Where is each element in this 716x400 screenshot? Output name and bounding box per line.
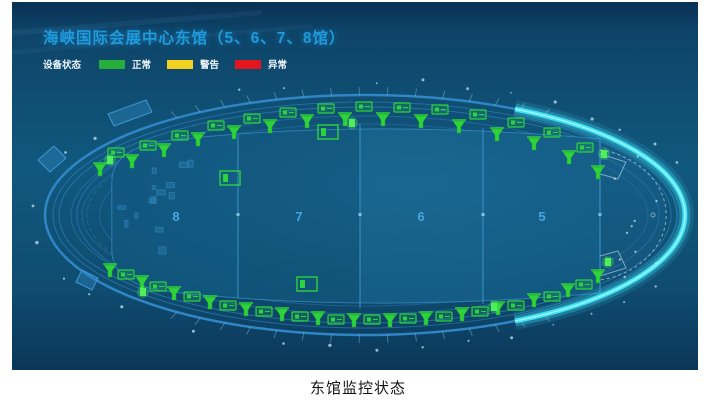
device-marker-normal — [157, 143, 171, 158]
arena-floorplan: 8 7 6 5 — [12, 10, 694, 352]
device-marker-normal — [291, 311, 309, 322]
device-marker-normal — [488, 301, 500, 313]
device-marker-normal — [414, 114, 428, 129]
cyan-border-arc — [513, 100, 694, 330]
device-marker-normal — [255, 306, 273, 317]
device-marker-normal — [167, 286, 181, 301]
device-marker-normal — [355, 101, 373, 112]
device-marker-normal — [469, 109, 487, 120]
device-marker-normal — [347, 313, 361, 328]
device-markers — [93, 101, 614, 328]
hall-region-6 — [360, 128, 483, 304]
normal-status-swatch — [99, 59, 126, 69]
hall-regions — [112, 128, 600, 304]
device-marker-normal — [562, 150, 576, 165]
legend-item-warning: 警告 — [167, 57, 219, 71]
status-legend: 设备状态 正常 警告 异常 — [43, 57, 303, 71]
device-marker-normal — [393, 102, 411, 113]
device-marker-normal — [107, 147, 125, 158]
device-marker-normal — [183, 291, 201, 302]
device-marker-normal — [435, 311, 453, 322]
device-marker-normal — [203, 295, 217, 310]
entrance-tab-left — [37, 145, 67, 173]
device-marker-normal — [117, 269, 135, 280]
divider-nodes — [236, 213, 602, 216]
right-cap-details — [599, 149, 667, 281]
device-marker-normal — [376, 112, 390, 127]
device-marker-normal — [296, 276, 318, 292]
hall-label-8: 8 — [172, 209, 179, 224]
bg-streak — [12, 10, 262, 36]
device-marker-normal — [317, 124, 339, 140]
device-marker-normal — [139, 140, 157, 151]
device-marker-normal — [103, 263, 117, 278]
device-marker-normal — [543, 291, 561, 302]
device-marker-normal — [93, 162, 107, 177]
device-marker-normal — [399, 313, 417, 324]
device-marker-normal — [171, 130, 189, 141]
device-marker-normal — [471, 306, 489, 317]
device-marker-normal — [507, 117, 525, 128]
device-marker-normal — [104, 154, 116, 166]
legend-title: 设备状态 — [43, 60, 82, 71]
device-marker-normal — [338, 112, 352, 127]
page-title: 海峡国际会展中心东馆（5、6、7、8馆） — [43, 30, 346, 47]
device-marker-normal — [455, 307, 469, 322]
device-marker-normal — [300, 114, 314, 129]
device-marker-normal — [490, 127, 504, 142]
device-marker-normal — [227, 125, 241, 140]
device-marker-normal — [239, 302, 253, 317]
device-marker-normal — [591, 165, 605, 180]
device-marker-normal — [346, 117, 358, 129]
hall-region-5 — [483, 128, 600, 304]
device-marker-normal — [219, 300, 237, 311]
hall-region-7 — [238, 128, 360, 304]
device-marker-normal — [576, 142, 594, 153]
device-marker-normal — [137, 286, 149, 298]
legend-item-alarm: 异常 — [235, 57, 287, 71]
device-marker-normal — [275, 307, 289, 322]
device-marker-normal — [561, 283, 575, 298]
device-marker-normal — [317, 103, 335, 114]
hall-label-7: 7 — [295, 209, 302, 224]
device-marker-normal — [452, 119, 466, 134]
device-marker-normal — [219, 170, 241, 186]
device-marker-normal — [243, 113, 261, 124]
device-marker-normal — [263, 119, 277, 134]
device-marker-normal — [431, 104, 449, 115]
entrance-tabs — [37, 99, 153, 291]
decorative-marks — [31, 78, 679, 352]
device-marker-normal — [419, 311, 433, 326]
hall-label-6: 6 — [417, 209, 424, 224]
caption: 东馆监控状态 — [309, 380, 406, 397]
device-marker-normal — [125, 154, 139, 169]
device-marker-normal — [591, 269, 605, 284]
device-marker-normal — [149, 281, 167, 292]
device-marker-normal — [207, 120, 225, 131]
device-marker-normal — [507, 300, 525, 311]
device-marker-normal — [543, 127, 561, 138]
device-marker-normal — [191, 132, 205, 147]
monitor-dashboard: 海峡国际会展中心东馆（5、6、7、8馆） 设备状态 正常 警告 异常 — [12, 2, 698, 370]
warning-status-swatch — [167, 59, 194, 69]
device-marker-normal — [575, 279, 593, 290]
device-marker-normal — [527, 293, 541, 308]
device-marker-normal — [383, 313, 397, 328]
entrance-tab-bottomleft — [75, 269, 99, 291]
entrance-tab-topleft — [107, 99, 153, 127]
hall-label-5: 5 — [538, 209, 545, 224]
device-marker-normal — [602, 256, 614, 268]
device-marker-normal — [311, 311, 325, 326]
device-marker-normal — [327, 314, 345, 325]
bg-streak — [12, 24, 312, 55]
device-marker-normal — [527, 136, 541, 151]
legend-item-normal: 正常 — [99, 57, 151, 71]
device-marker-normal — [363, 314, 381, 325]
device-marker-normal — [598, 148, 610, 160]
right-cap-floor — [600, 150, 667, 280]
alarm-status-swatch — [235, 59, 262, 69]
device-marker-normal — [279, 107, 297, 118]
